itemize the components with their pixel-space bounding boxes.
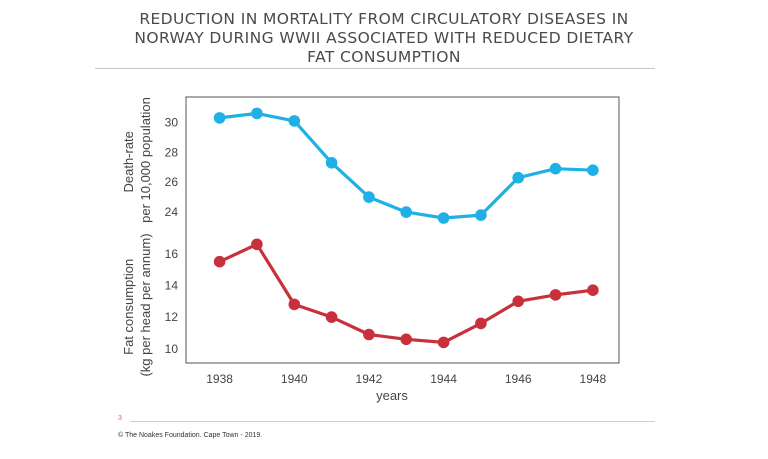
data-point [288, 298, 301, 311]
y-tick-label: 26 [165, 175, 179, 189]
y-axis-label-line: (kg per head per annum) [138, 233, 153, 376]
plot-frame [185, 96, 620, 364]
data-point [325, 311, 338, 323]
data-point [400, 206, 413, 218]
data-series [213, 107, 599, 349]
y-tick-label: 14 [165, 278, 179, 292]
y-tick-label: 10 [165, 342, 179, 356]
y-tick-label: 24 [165, 205, 179, 219]
y-tick-label: 28 [165, 145, 179, 159]
data-point [213, 255, 226, 268]
y-axis-label-line: per 10,000 population [138, 97, 153, 223]
data-point [475, 317, 487, 330]
y-tick-label: 12 [165, 310, 179, 324]
y-tick-label: 30 [165, 115, 179, 129]
x-tick-label: 1938 [206, 372, 233, 386]
data-point [251, 238, 263, 251]
data-point [512, 295, 524, 308]
data-point [475, 209, 487, 221]
y-tick-label: 16 [165, 247, 179, 261]
data-point [512, 171, 524, 184]
title-divider [95, 68, 655, 69]
data-point [400, 333, 413, 346]
data-point [363, 328, 375, 341]
data-point [549, 289, 562, 301]
x-tick-label: 1940 [281, 372, 308, 386]
axis-ticks: 1938 1940 1942 1944 1946 1948 24 26 28 30 10 12 14 16 [165, 115, 607, 386]
copyright-text: © The Noakes Foundation. Cape Town - 201… [118, 432, 263, 439]
data-point [251, 107, 263, 120]
x-tick-label: 1946 [505, 372, 532, 386]
x-tick-label: 1942 [356, 372, 383, 386]
series-line [219, 111, 593, 220]
data-point [437, 212, 450, 224]
y-axis-label-death-rate: Death-rate per 10,000 population [121, 97, 153, 223]
data-point [549, 162, 562, 175]
y-axis-label-line: Fat consumption [121, 259, 136, 355]
data-point [363, 191, 375, 203]
chart-title: REDUCTION IN MORTALITY FROM CIRCULATORY … [90, 10, 678, 67]
slide-number: 3 [118, 415, 122, 422]
x-tick-label: 1948 [580, 372, 607, 386]
chart-title-line: NORWAY DURING WWII ASSOCIATED WITH REDUC… [134, 29, 634, 47]
footer-divider [130, 421, 655, 422]
data-point [587, 164, 599, 176]
y-axis-label-line: Death-rate [121, 131, 136, 192]
chart-title-line: REDUCTION IN MORTALITY FROM CIRCULATORY … [139, 10, 629, 28]
chart-title-line: FAT CONSUMPTION [307, 48, 461, 66]
series-line [218, 242, 594, 344]
data-point [437, 336, 450, 349]
data-point [587, 284, 599, 297]
x-axis-label: years [376, 388, 408, 403]
data-point [288, 115, 301, 127]
x-tick-label: 1944 [430, 372, 457, 386]
data-point [325, 157, 338, 169]
y-axis-label-fat: Fat consumption (kg per head per annum) [121, 233, 153, 376]
data-point [213, 112, 226, 124]
